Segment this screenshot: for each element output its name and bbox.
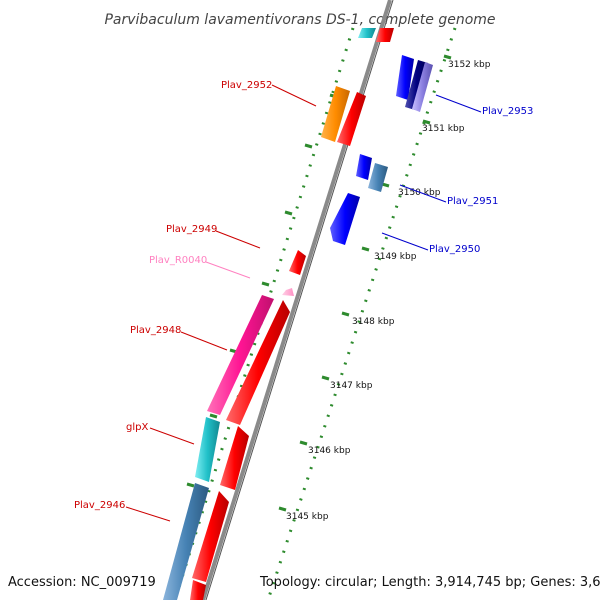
gene-top-cyan[interactable] [358,28,376,38]
gene-glpx-cyan[interactable] [195,417,220,482]
gene-plav-2948-red[interactable] [226,300,290,425]
leader-plav-2946 [125,506,171,522]
gene-label-plav-2949[interactable]: Plav_2949 [166,224,217,235]
gene-label-plav-2951[interactable]: Plav_2951 [447,196,498,207]
gene-bottom-red[interactable] [190,580,206,600]
leader-glpx [149,427,195,445]
major-ticks [186,54,452,512]
leader-plav-r0040 [205,261,251,279]
gene-label-plav-2946[interactable]: Plav_2946 [74,500,125,511]
kbp-label-3148: 3148 kbp [352,317,395,327]
kbp-label-3152: 3152 kbp [448,60,491,70]
tick-row-inner-left [173,27,355,600]
gene-plav-2952-orange[interactable] [321,86,350,142]
kbp-label-3145: 3145 kbp [286,512,329,522]
gene-plav-2948-magenta[interactable] [207,295,274,415]
gene-plav-2953-a[interactable] [396,55,414,100]
tick-row-outer-right [266,27,457,600]
topology-text: Topology: circular; Length: 3,914,745 bp… [259,575,600,590]
leader-plav-2950 [381,232,429,251]
kbp-label-3151: 3151 kbp [422,124,465,134]
gene-label-plav-r0040[interactable]: Plav_R0040 [149,255,207,266]
kbp-label-3149: 3149 kbp [374,252,417,262]
gene-label-plav-2953[interactable]: Plav_2953 [482,106,533,117]
gene-label-plav-2950[interactable]: Plav_2950 [429,244,480,255]
page-title: Parvibaculum lavamentivorans DS-1, compl… [104,12,495,28]
leader-plav-2952 [271,84,317,107]
gene-plav-2950[interactable] [330,193,360,245]
gene-plav-2952-red[interactable] [337,92,366,146]
kbp-label-3146: 3146 kbp [308,446,351,456]
accession-text: Accession: NC_009719 [8,575,156,590]
gene-label-glpx[interactable]: glpX [126,422,148,433]
gene-top-red[interactable] [376,28,394,42]
gene-plav-2946-steel[interactable] [163,483,209,600]
gene-label-plav-2948[interactable]: Plav_2948 [130,325,181,336]
gene-plav-2949[interactable] [289,250,306,275]
kbp-label-3147: 3147 kbp [330,381,373,391]
gene-plav-2946-red[interactable] [192,491,229,582]
leader-plav-2951 [399,184,447,203]
gene-plav-2953-c[interactable] [412,62,433,112]
leader-plav-2949 [215,230,261,249]
gene-label-plav-2952[interactable]: Plav_2952 [221,80,272,91]
gene-glpx-red[interactable] [220,426,249,490]
gene-plav-2951-b[interactable] [368,163,388,192]
kbp-label-3150: 3150 kbp [398,188,441,198]
leader-plav-2948 [180,331,228,351]
gene-plav-2951-a[interactable] [356,154,372,180]
leader-plav-2953 [435,94,482,113]
gene-plav-r0040[interactable] [282,288,294,296]
